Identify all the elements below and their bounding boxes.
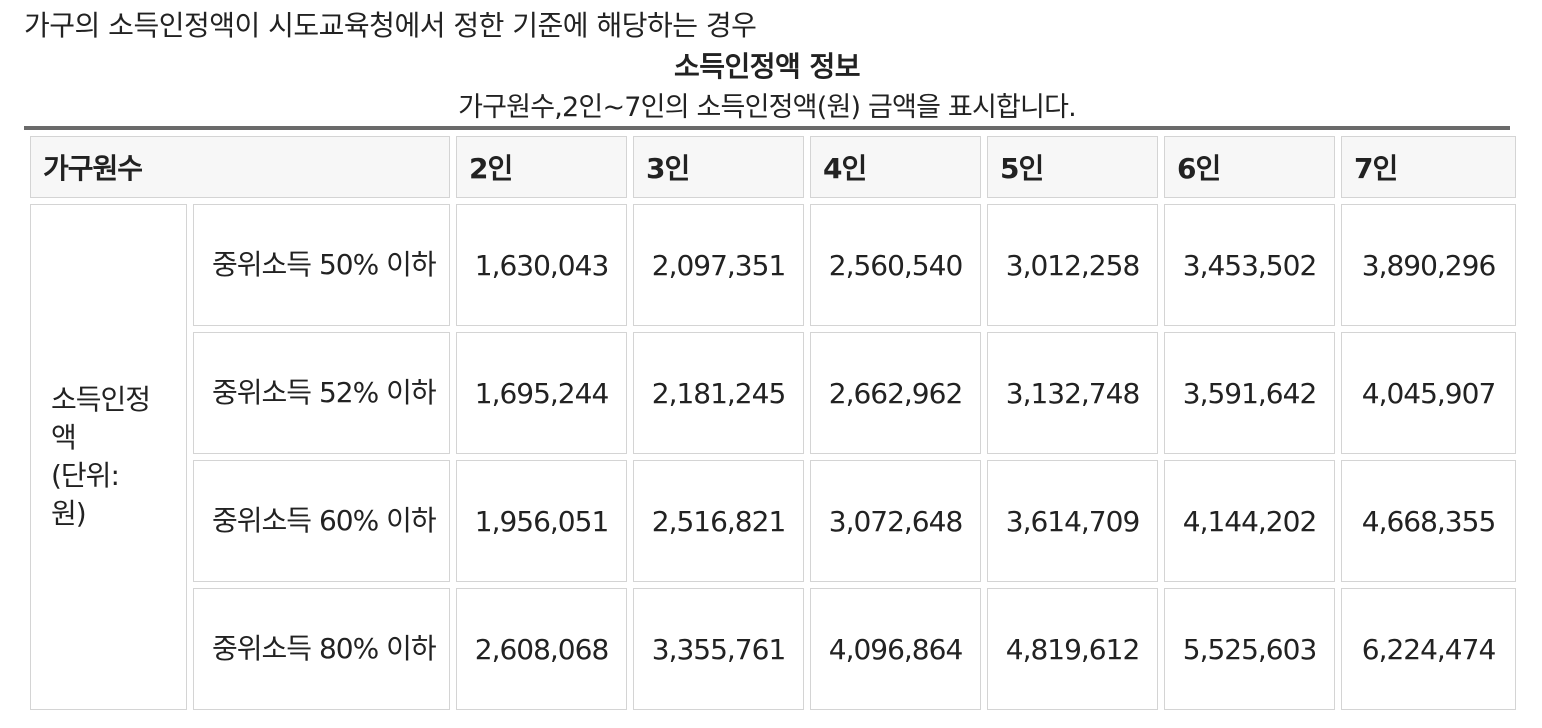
column-header-7: 7인 xyxy=(1341,136,1517,198)
amount-cell: 1,956,051 xyxy=(456,460,628,582)
amount-cell: 2,516,821 xyxy=(633,460,805,582)
row-label: 중위소득 80% 이하 xyxy=(193,588,451,710)
group-label-line: (단위: xyxy=(51,459,120,492)
amount-cell: 4,096,864 xyxy=(810,588,982,710)
table-row: 소득인정 액 (단위: 원) 중위소득 50% 이하 1,630,043 2,0… xyxy=(30,204,1517,710)
income-recognition-group-label: 소득인정 액 (단위: 원) xyxy=(30,204,187,710)
table-header-row: 가구원수 2인 3인 4인 5인 6인 7인 xyxy=(30,136,1517,198)
income-criteria-table: 가구원수 2인 3인 4인 5인 6인 7인 소득인정 액 (단위: 원) 중위… xyxy=(24,130,1522,716)
column-header-5: 5인 xyxy=(987,136,1159,198)
household-size-header: 가구원수 xyxy=(30,136,451,198)
amount-cell: 3,355,761 xyxy=(633,588,805,710)
amount-cell: 2,662,962 xyxy=(810,332,982,454)
amount-cell: 3,890,296 xyxy=(1341,204,1517,326)
table-caption-description: 가구원수,2인~7인의 소득인정액(원) 금액을 표시합니다. xyxy=(458,92,1077,123)
group-label-line: 액 xyxy=(51,421,77,454)
amount-cell: 4,045,907 xyxy=(1341,332,1517,454)
amount-cell: 3,614,709 xyxy=(987,460,1159,582)
amount-cell: 2,097,351 xyxy=(633,204,805,326)
amount-cell: 4,668,355 xyxy=(1341,460,1517,582)
amount-cell: 3,012,258 xyxy=(987,204,1159,326)
column-header-6: 6인 xyxy=(1164,136,1336,198)
amount-cell: 3,453,502 xyxy=(1164,204,1336,326)
column-header-3: 3인 xyxy=(633,136,805,198)
column-header-2: 2인 xyxy=(456,136,628,198)
amount-cell: 2,181,245 xyxy=(633,332,805,454)
amount-cell: 2,560,540 xyxy=(810,204,982,326)
amount-cell: 1,695,244 xyxy=(456,332,628,454)
row-label: 중위소득 50% 이하 xyxy=(193,204,451,326)
amount-cell: 6,224,474 xyxy=(1341,588,1517,710)
row-label: 중위소득 52% 이하 xyxy=(193,332,451,454)
table-row: 중위소득 52% 이하 1,695,244 2,181,245 2,662,96… xyxy=(30,332,1517,454)
row-label: 중위소득 60% 이하 xyxy=(193,460,451,582)
group-label-line: 소득인정 xyxy=(51,383,151,416)
table-caption-title: 소득인정액 정보 xyxy=(673,50,861,83)
amount-cell: 3,072,648 xyxy=(810,460,982,582)
column-header-4: 4인 xyxy=(810,136,982,198)
amount-cell: 4,144,202 xyxy=(1164,460,1336,582)
table-row: 중위소득 60% 이하 1,956,051 2,516,821 3,072,64… xyxy=(30,460,1517,582)
amount-cell: 2,608,068 xyxy=(456,588,628,710)
intro-text: 가구의 소득인정액이 시도교육청에서 정한 기준에 해당하는 경우 xyxy=(24,9,757,42)
amount-cell: 4,819,612 xyxy=(987,588,1159,710)
amount-cell: 1,630,043 xyxy=(456,204,628,326)
amount-cell: 3,591,642 xyxy=(1164,332,1336,454)
amount-cell: 5,525,603 xyxy=(1164,588,1336,710)
table-top-rule xyxy=(24,126,1510,130)
amount-cell: 3,132,748 xyxy=(987,332,1159,454)
table-row: 중위소득 80% 이하 2,608,068 3,355,761 4,096,86… xyxy=(30,588,1517,710)
group-label-line: 원) xyxy=(51,497,87,530)
